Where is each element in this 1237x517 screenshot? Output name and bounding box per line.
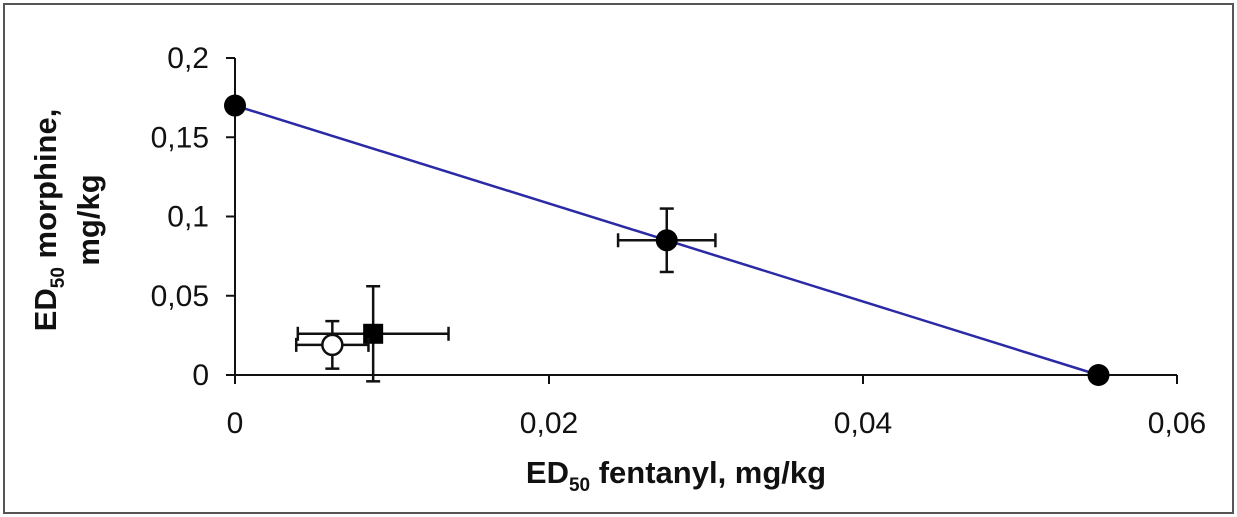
x-tick-label: 0,04 [834, 407, 892, 440]
x-ticks: 0 0,02 0,04 0,06 [227, 375, 1206, 440]
x-tick-label: 0 [227, 407, 244, 440]
y-tick-label: 0,15 [151, 121, 209, 154]
data-point-3 [616, 207, 717, 274]
marker-filled-circle [655, 229, 678, 252]
data-point-1 [224, 94, 246, 117]
marker-filled-circle [1087, 364, 1110, 386]
data-point-2 [1087, 364, 1110, 386]
data-point-4 [296, 284, 450, 383]
y-tick-label: 0,05 [151, 280, 209, 313]
x-axis-title: ED50 fentanyl, mg/kg [526, 455, 826, 496]
y-tick-label: 0,2 [167, 42, 209, 75]
data-points [224, 94, 1110, 386]
data-point-5 [294, 319, 370, 370]
y-axis-title-line1: ED50 morphine, [28, 109, 69, 332]
y-ticks: 0 0,05 0,1 0,15 0,2 [151, 42, 235, 392]
chart-frame [3, 3, 1234, 514]
axes: 0 0,02 0,04 0,06 0 0,05 0,1 0,15 0,2 [151, 42, 1207, 440]
x-tick-label: 0,02 [520, 407, 578, 440]
y-tick-label: 0 [192, 359, 209, 392]
marker-open-circle [321, 333, 344, 357]
y-tick-label: 0,1 [167, 201, 209, 234]
marker-filled-square [363, 323, 384, 344]
marker-filled-circle [224, 94, 246, 117]
y-axis-title-line2: mg/kg [71, 174, 106, 265]
x-tick-label: 0,06 [1148, 407, 1206, 440]
